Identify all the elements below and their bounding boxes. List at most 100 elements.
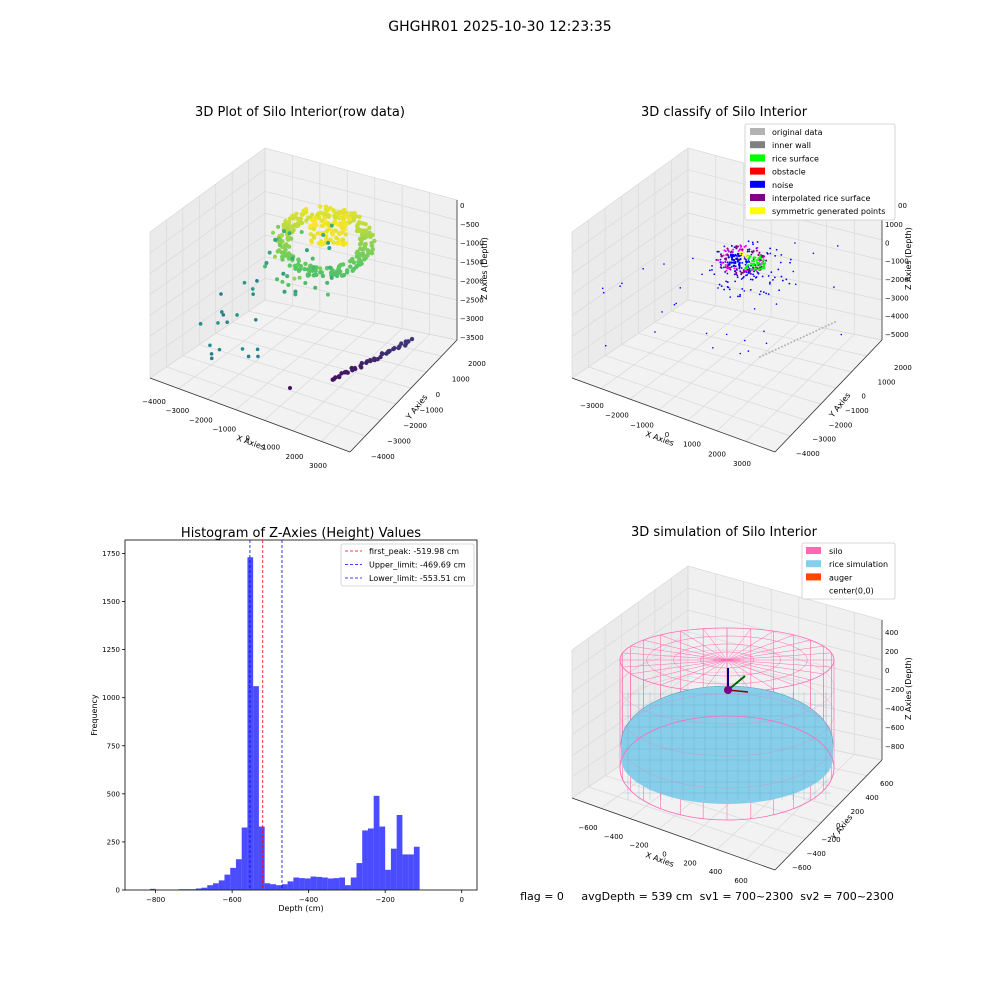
hist-bar bbox=[149, 888, 156, 890]
classify-noise-point bbox=[753, 275, 755, 278]
raw-point bbox=[302, 266, 307, 272]
grid-line bbox=[182, 355, 381, 421]
raw-point bbox=[293, 292, 298, 297]
hist-bar bbox=[293, 877, 300, 890]
raw-point bbox=[279, 233, 285, 238]
sim-ztick: −200 bbox=[885, 686, 904, 694]
raw-point bbox=[291, 216, 296, 221]
classify-symmetric-point bbox=[742, 251, 745, 254]
raw-point bbox=[292, 276, 297, 281]
classify-noise-point bbox=[621, 282, 623, 285]
pane-left bbox=[572, 148, 688, 378]
classify-noise-point bbox=[777, 268, 780, 271]
classify-noise-point bbox=[732, 261, 735, 264]
raw-point bbox=[351, 217, 357, 222]
classify-interp-point bbox=[751, 251, 754, 254]
y-axis-line bbox=[774, 759, 883, 871]
classify-noise-point bbox=[769, 281, 771, 284]
classify-points bbox=[601, 240, 843, 358]
classify-ztick: −2000 bbox=[885, 276, 909, 284]
hist-bar bbox=[218, 880, 225, 890]
classify-noise-point bbox=[730, 265, 733, 268]
classify-legend-label: obstacle bbox=[772, 168, 806, 177]
raw-xtick: −3000 bbox=[166, 407, 190, 415]
silo-bottom-ring bbox=[619, 715, 835, 821]
classify-symmetric-point bbox=[742, 256, 745, 259]
classify-noise-point bbox=[601, 287, 604, 290]
sim-xtick: 600 bbox=[734, 877, 747, 885]
classify-noise-point bbox=[729, 296, 732, 298]
classify-symmetric-point bbox=[738, 251, 741, 254]
classify-noise-point bbox=[744, 263, 747, 266]
raw-point bbox=[343, 241, 349, 246]
hist-ytick-label: 1750 bbox=[102, 550, 120, 558]
hist-bar bbox=[224, 874, 231, 890]
classify-noise-point bbox=[762, 291, 765, 294]
raw-point bbox=[341, 272, 347, 278]
raw-point bbox=[328, 237, 333, 242]
raw-point bbox=[399, 341, 404, 346]
classify-noise-point bbox=[619, 285, 621, 288]
classify-interp-point bbox=[755, 270, 758, 273]
raw-point bbox=[322, 215, 327, 221]
raw-point bbox=[219, 292, 223, 296]
grid-line bbox=[232, 321, 427, 373]
x-axis-line bbox=[571, 377, 776, 453]
hist-bar bbox=[390, 848, 397, 890]
raw-point bbox=[379, 351, 385, 356]
classify-original-point bbox=[815, 329, 818, 332]
y-axis-line bbox=[349, 339, 458, 453]
grid-line bbox=[716, 328, 827, 432]
raw-point bbox=[334, 212, 339, 218]
classify-symmetric-point bbox=[739, 253, 742, 256]
raw-point bbox=[326, 213, 332, 218]
raw-point bbox=[337, 241, 343, 246]
raw-point bbox=[311, 233, 317, 239]
raw-point bbox=[314, 265, 319, 270]
classify-original-point bbox=[802, 335, 805, 338]
sim-ytick: −200 bbox=[821, 836, 840, 844]
classify-xtick: −2000 bbox=[605, 412, 629, 420]
classify-interp-point bbox=[748, 270, 751, 273]
raw-point bbox=[328, 206, 333, 211]
raw-point bbox=[263, 264, 268, 269]
hist-bar bbox=[253, 686, 259, 890]
raw-point bbox=[320, 273, 326, 279]
raw-point bbox=[348, 264, 353, 269]
raw-point bbox=[216, 321, 220, 325]
classify-noise-point bbox=[740, 267, 743, 269]
classify-ztick: −4000 bbox=[885, 313, 909, 321]
classify-interp-point bbox=[733, 267, 736, 270]
classify-noise-point bbox=[720, 285, 723, 288]
raw-point bbox=[319, 210, 324, 216]
classify-original-point bbox=[812, 331, 815, 334]
classify-interp-point bbox=[743, 270, 746, 273]
raw-point bbox=[297, 275, 302, 280]
classify-interp-point bbox=[741, 271, 744, 274]
hist-bar bbox=[178, 889, 196, 890]
classify-noise-point bbox=[732, 254, 736, 258]
classify-original-point bbox=[827, 323, 830, 326]
hist-ytick-label: 250 bbox=[107, 838, 120, 846]
classify-noise-point bbox=[748, 248, 751, 251]
raw-point bbox=[296, 258, 302, 264]
classify-legend-swatch bbox=[750, 194, 765, 201]
classify-noise-point bbox=[746, 248, 749, 251]
classify-noise-point bbox=[727, 286, 730, 289]
classify-noise-point bbox=[781, 279, 784, 282]
raw-point bbox=[273, 254, 278, 259]
classify-original-point bbox=[818, 328, 821, 331]
classify-interp-point bbox=[720, 264, 723, 267]
classify-noise-point bbox=[737, 259, 740, 262]
classify-interp-point bbox=[725, 266, 728, 269]
classify-rice-point bbox=[749, 268, 753, 271]
hist-bar bbox=[379, 826, 386, 890]
classify-original-point bbox=[821, 326, 824, 329]
classify-noise-point bbox=[765, 342, 768, 345]
sim-ztick: −600 bbox=[885, 724, 904, 732]
classify-symmetric-point bbox=[745, 254, 748, 257]
classify-noise-point bbox=[723, 245, 726, 248]
sim-ytick: 0 bbox=[836, 822, 840, 830]
sim-legend: silo rice simulation auger center(0,0) bbox=[801, 542, 896, 600]
classify-interp-point bbox=[745, 269, 748, 272]
